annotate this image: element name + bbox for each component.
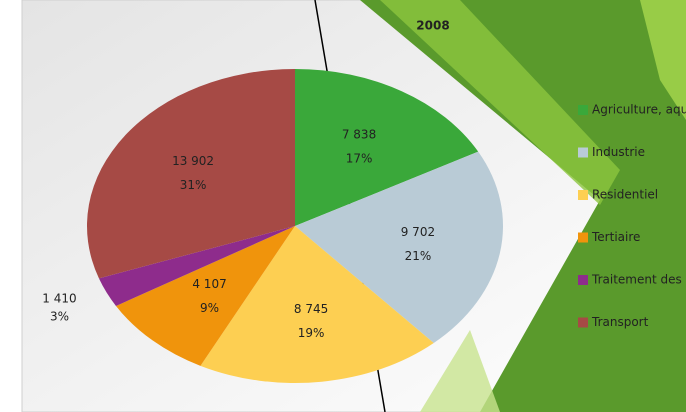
percent-label: 21% xyxy=(405,249,432,263)
slide: 2008 7 838 17% 9 702 21% 8 745 19% 4 107 9% 1 41… xyxy=(0,0,686,412)
value-label: 9 702 xyxy=(401,225,435,239)
percent-label: 9% xyxy=(200,301,219,315)
value-label: 4 107 xyxy=(192,277,226,291)
legend-label: Tertiaire xyxy=(591,230,640,244)
value-label: 1 410 xyxy=(42,292,76,306)
value-label: 13 902 xyxy=(172,154,214,168)
page: 2008 7 838 17% 9 702 21% 8 745 19% 4 107 9% 1 41… xyxy=(0,0,686,412)
legend-label: Residentiel xyxy=(592,188,658,202)
value-label: 7 838 xyxy=(342,128,376,142)
percent-label: 17% xyxy=(346,152,373,166)
legend-swatch xyxy=(578,318,588,328)
legend-swatch xyxy=(578,148,588,158)
legend-swatch xyxy=(578,105,588,115)
value-label: 8 745 xyxy=(294,302,328,316)
legend-label: Traitement des déchets xyxy=(591,273,686,287)
legend-label: Transport xyxy=(591,315,649,329)
legend-label: Industrie xyxy=(592,145,645,159)
percent-label: 3% xyxy=(50,310,69,324)
legend-swatch xyxy=(578,275,588,285)
percent-label: 31% xyxy=(180,178,207,192)
percent-label: 19% xyxy=(298,326,325,340)
legend-swatch xyxy=(578,233,588,243)
chart-title: 2008 xyxy=(416,19,449,33)
legend-swatch xyxy=(578,190,588,200)
legend-label: Agriculture, aquaculture xyxy=(592,103,686,117)
